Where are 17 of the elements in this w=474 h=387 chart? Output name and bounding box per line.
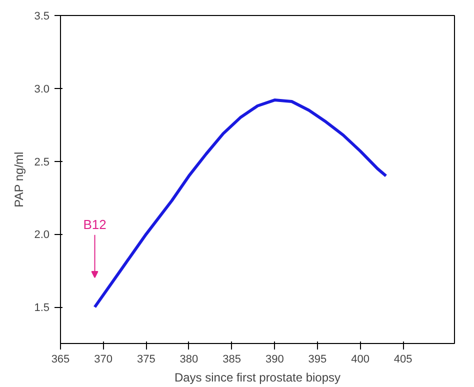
- annotation: B12: [83, 216, 106, 232]
- x-tick-label: 405: [394, 354, 412, 366]
- x-tick-label: 380: [180, 354, 198, 366]
- y-tick-label: 2.0: [34, 229, 50, 242]
- y-axis-title: PAP ng/ml: [12, 152, 26, 208]
- x-tick-label: 395: [308, 354, 327, 366]
- x-tick-label: 400: [351, 354, 370, 366]
- y-tick-label: 3.5: [34, 10, 50, 22]
- x-tick-label: 365: [51, 354, 70, 366]
- y-tick-label: 2.5: [34, 156, 50, 168]
- x-tick-label: 375: [136, 354, 156, 366]
- y-tick-label: 1.5: [34, 302, 50, 314]
- y-tick-label: 3.0: [34, 83, 50, 96]
- x-tick-label: 385: [222, 354, 241, 366]
- x-axis-title: Days since first prostate biopsy: [174, 370, 341, 384]
- x-tick-label: 370: [94, 354, 113, 366]
- x-tick-label: 390: [265, 354, 284, 366]
